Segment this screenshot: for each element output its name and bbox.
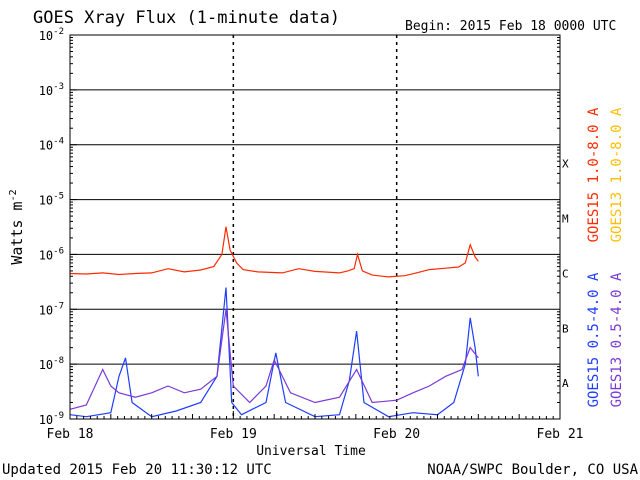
legend-entry: GOES13 1.0-8.0 A (609, 107, 625, 242)
data-series (69, 226, 479, 418)
y-axis-label: Watts m-2 (8, 189, 26, 264)
y-tick-label: 10-6 (39, 246, 64, 262)
series-line (69, 226, 479, 278)
series-line (69, 309, 479, 410)
updated-timestamp: Updated 2015 Feb 20 11:30:12 UTC (2, 462, 272, 478)
flare-class-label: M (562, 213, 569, 226)
y-tick-label: 10-2 (39, 27, 64, 43)
y-tick-label: 10-4 (39, 137, 64, 153)
x-tick-label: Feb 19 (210, 427, 257, 442)
y-tick-label: 10-7 (39, 301, 64, 317)
legend: GOES15 1.0-8.0 A GOES13 1.0-8.0 A GOES15 0… (586, 107, 625, 407)
x-tick-label: Feb 20 (373, 427, 420, 442)
chart-title: GOES Xray Flux (1-minute data) (33, 8, 340, 28)
y-tick-label: 10-5 (39, 192, 64, 208)
flare-class-label: C (562, 267, 569, 280)
y-tick-label: 10-3 (39, 82, 64, 98)
x-tick-label: Feb 18 (47, 427, 94, 442)
plot-frame (69, 34, 561, 420)
flare-class-label: X (562, 158, 569, 171)
y-tick-label: 10-9 (39, 411, 64, 427)
y-tick-label: 10-8 (39, 356, 64, 372)
series-line (69, 287, 479, 418)
flare-class-label: A (562, 377, 569, 390)
begin-label: Begin: 2015 Feb 18 0000 UTC (405, 19, 616, 34)
x-tick-label: Feb 21 (537, 427, 584, 442)
legend-entry: GOES13 0.5-4.0 A (609, 272, 625, 407)
x-axis-label: Universal Time (256, 444, 366, 459)
legend-entry: GOES15 1.0-8.0 A (586, 107, 602, 242)
grid-lines (70, 35, 560, 419)
legend-entry: GOES15 0.5-4.0 A (586, 272, 602, 407)
flare-class-label: B (562, 322, 569, 335)
data-credit: NOAA/SWPC Boulder, CO USA (427, 462, 638, 478)
